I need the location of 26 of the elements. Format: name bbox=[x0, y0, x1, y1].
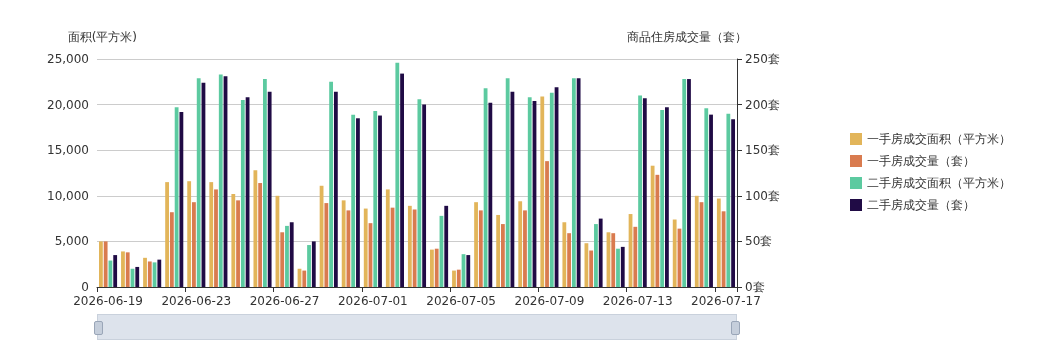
x-tick-label: 2026-07-17 bbox=[691, 294, 761, 308]
y-tick-label: 5,000 bbox=[54, 234, 89, 249]
y-tick-label: 20,000 bbox=[47, 97, 89, 112]
y2-tick-label: 100套 bbox=[745, 188, 780, 203]
y-tick-label: 25,000 bbox=[47, 52, 89, 66]
x-tick-label: 2026-07-13 bbox=[602, 294, 673, 308]
x-tick-label: 2026-07-09 bbox=[514, 294, 585, 308]
legend-label: 一手房成交量（套） bbox=[867, 154, 975, 168]
x-tick-label: 2026-07-01 bbox=[337, 294, 408, 308]
y2-tick-label: 250套 bbox=[745, 52, 780, 66]
x-tick-label: 2026-06-27 bbox=[249, 294, 320, 308]
x-tick-label: 2026-07-05 bbox=[426, 294, 497, 308]
legend-label: 一手房成交面积（平方米） bbox=[867, 132, 1011, 146]
legend-label: 二手房成交量（套） bbox=[867, 198, 975, 212]
legend-label: 二手房成交面积（平方米） bbox=[867, 176, 1011, 190]
y2-axis-title: 商品住房成交量（套） bbox=[627, 30, 747, 44]
y-tick-label: 0 bbox=[81, 280, 89, 294]
x-tick-label: 2026-06-23 bbox=[161, 294, 232, 308]
y-tick-label: 10,000 bbox=[47, 188, 89, 203]
y2-tick-label: 0套 bbox=[745, 280, 765, 294]
x-tick-label: 2026-06-19 bbox=[73, 294, 143, 308]
y2-tick-label: 50套 bbox=[745, 234, 773, 249]
y-tick-label: 15,000 bbox=[47, 143, 89, 158]
y2-tick-label: 150套 bbox=[745, 143, 780, 158]
y2-tick-label: 200套 bbox=[745, 97, 780, 112]
y-axis-title: 面积(平方米) bbox=[67, 30, 137, 44]
